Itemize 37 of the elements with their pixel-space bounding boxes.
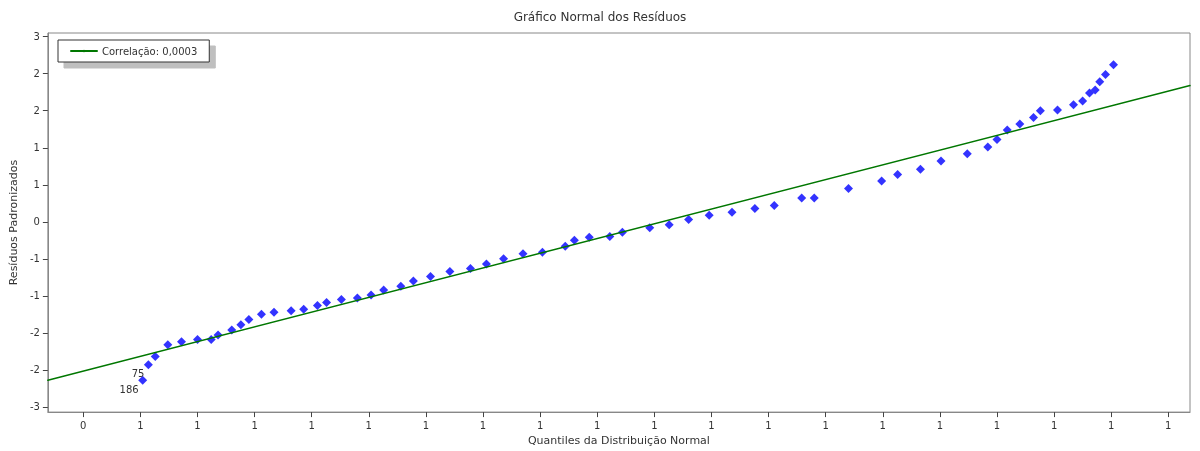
x-tick-label: 1 (765, 419, 772, 431)
y-tick-label: 1 (33, 179, 40, 191)
annotation: 186 (119, 383, 139, 395)
x-tick-label: 1 (137, 419, 144, 431)
y-tick-label: 1 (33, 142, 40, 154)
y-tick-label: 0 (33, 216, 40, 228)
annotation: 75 (131, 368, 145, 380)
y-tick-label: -1 (29, 253, 40, 265)
x-tick-label: 1 (594, 419, 601, 431)
x-tick-label: 1 (651, 419, 658, 431)
chart-title: Gráfico Normal dos Resíduos (513, 10, 687, 24)
x-tick-label: 1 (822, 419, 829, 431)
x-tick-label: 1 (1165, 419, 1172, 431)
x-tick-label: 1 (365, 419, 372, 431)
y-tick-label: -1 (29, 290, 40, 302)
y-tick-label: -3 (29, 401, 40, 413)
y-tick-label: 3 (33, 31, 40, 43)
x-tick-label: 1 (936, 419, 944, 431)
y-axis-title: Resíduos Padronizados (7, 159, 20, 286)
y-tick-label: 2 (33, 68, 40, 80)
x-tick-label: 1 (308, 419, 315, 431)
x-tick-label: 1 (1108, 419, 1115, 431)
x-tick-label: 1 (993, 419, 1001, 431)
legend-label: Correlação: 0,0003 (102, 45, 198, 57)
x-tick-label: 1 (194, 419, 201, 431)
x-tick-label: 0 (80, 419, 87, 431)
x-tick-label: 1 (879, 419, 886, 431)
y-tick-label: -2 (29, 327, 40, 339)
x-tick-label: 1 (1050, 419, 1058, 431)
x-tick-label: 1 (251, 419, 258, 431)
x-tick-label: 1 (708, 419, 715, 431)
x-tick-label: 1 (422, 419, 430, 431)
x-tick-label: 1 (479, 419, 487, 431)
y-tick-label: 2 (33, 105, 40, 117)
x-tick-label: 1 (536, 419, 544, 431)
y-tick-label: -2 (29, 364, 40, 376)
x-axis-title: Quantiles da Distribuição Normal (527, 434, 710, 447)
